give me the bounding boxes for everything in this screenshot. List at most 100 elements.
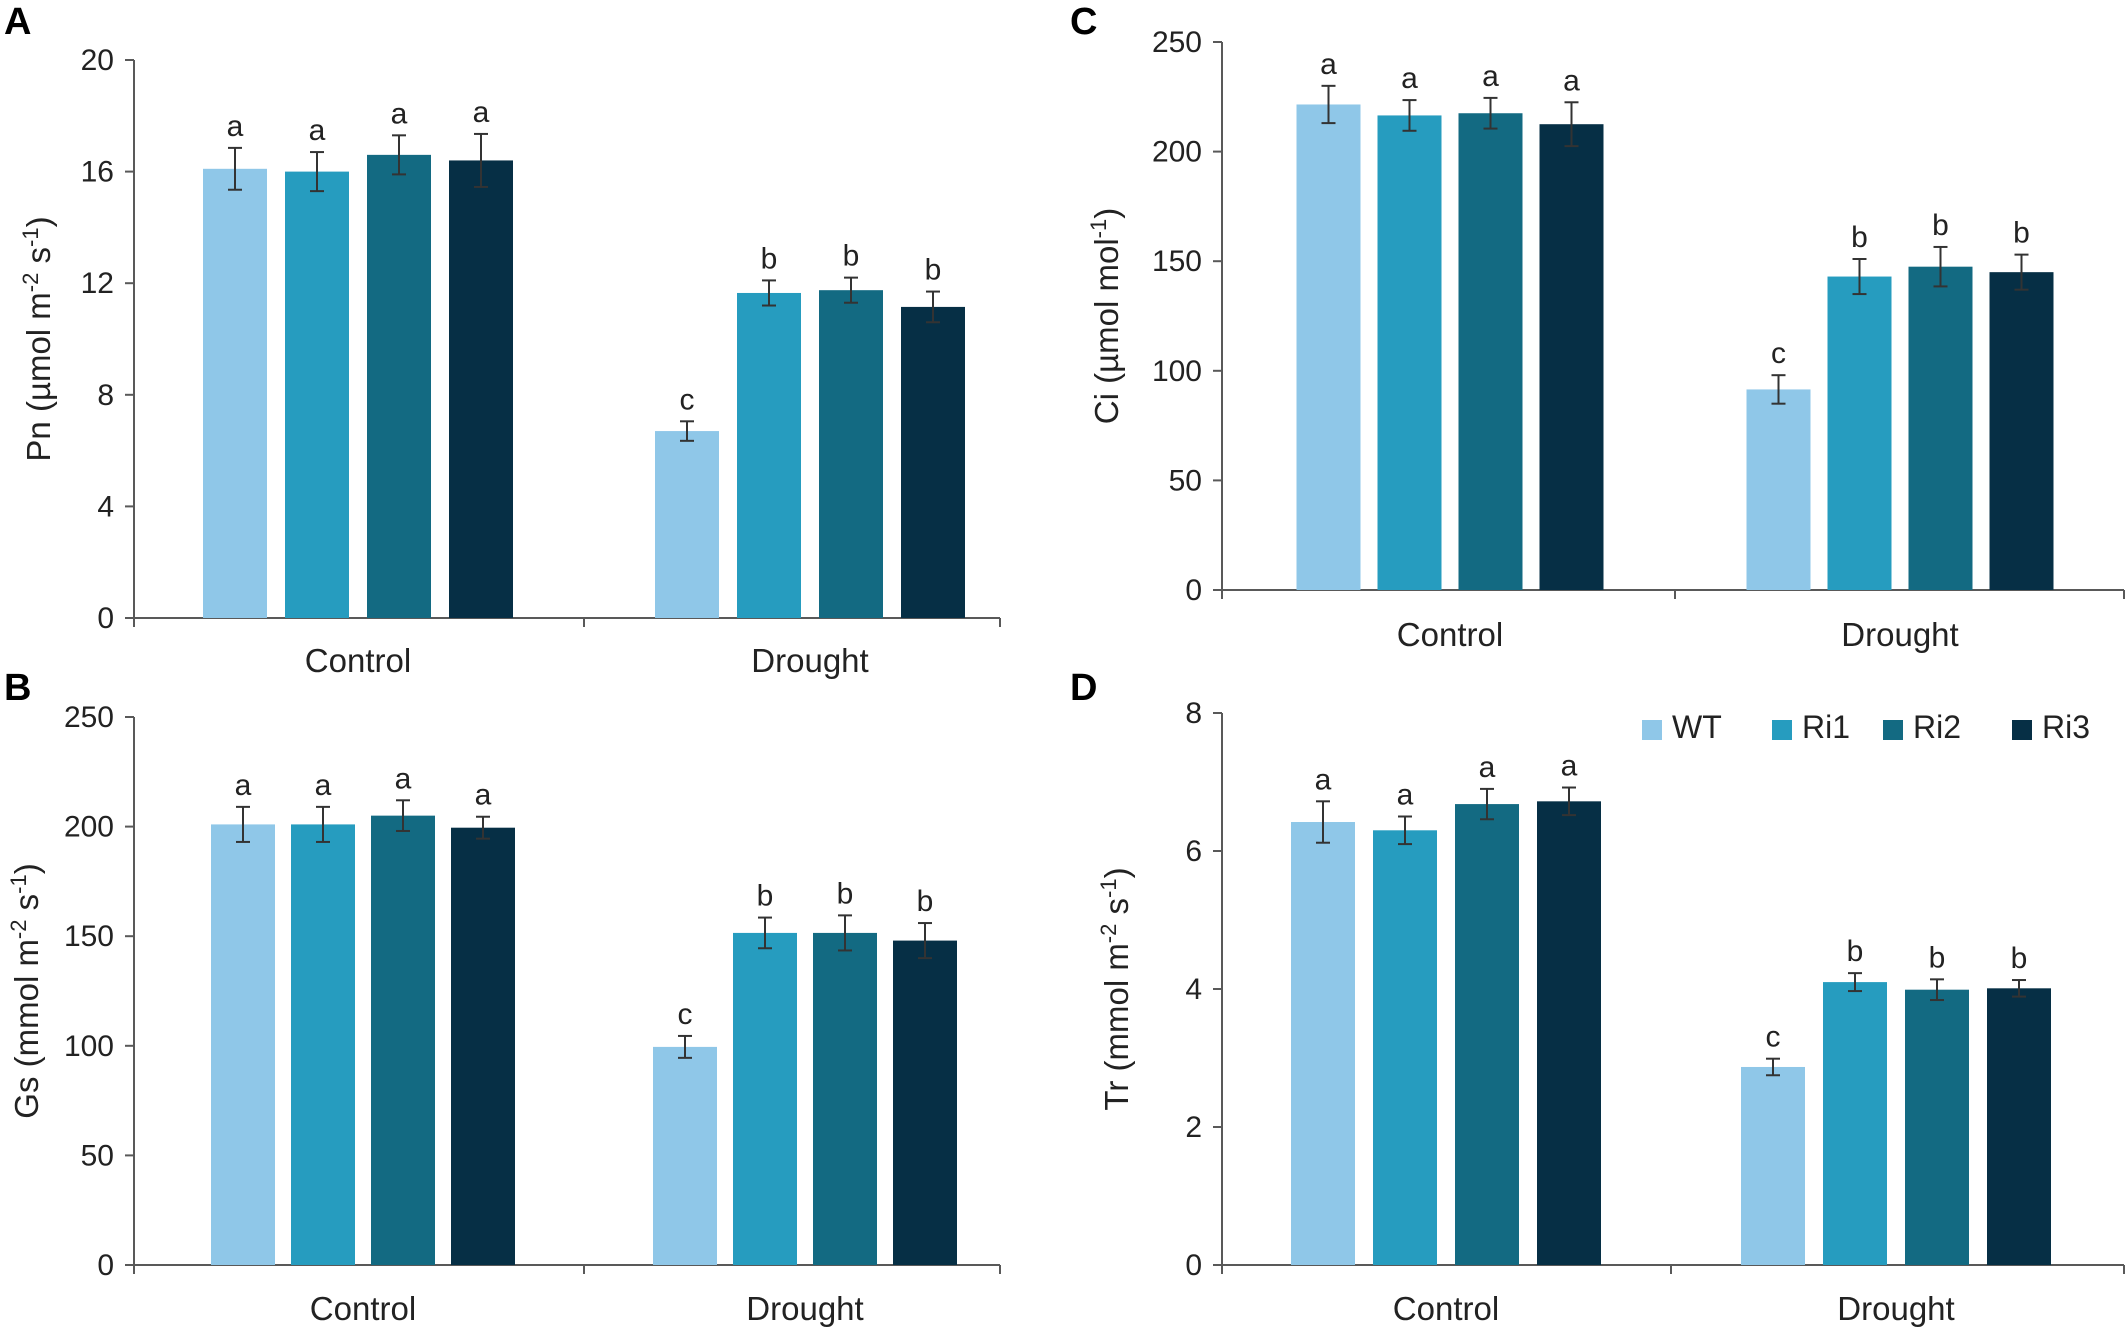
significance-letter: b bbox=[917, 885, 934, 918]
significance-letter: b bbox=[1847, 935, 1864, 968]
x-category-label: Drought bbox=[746, 1290, 863, 1327]
significance-letter: a bbox=[1320, 48, 1337, 81]
bar-ri1-control bbox=[285, 171, 349, 618]
bar-wt-drought bbox=[655, 431, 719, 618]
significance-letter: b bbox=[1932, 209, 1949, 242]
y-tick-label: 200 bbox=[1152, 136, 1202, 169]
significance-letter: a bbox=[1561, 750, 1578, 783]
panel-label: A bbox=[4, 1, 31, 43]
significance-letter: a bbox=[475, 779, 492, 812]
bar-wt-drought bbox=[653, 1046, 717, 1265]
significance-letter: c bbox=[680, 383, 695, 416]
significance-letter: a bbox=[1315, 763, 1332, 796]
bar-ri3-control bbox=[451, 827, 515, 1265]
y-tick-label: 100 bbox=[1152, 355, 1202, 388]
legend: WT Ri1 Ri2 Ri3 bbox=[1642, 709, 2090, 745]
y-tick-label: 8 bbox=[1185, 697, 1202, 730]
y-axis-label: Tr (mmol m-2 s-1) bbox=[1096, 867, 1136, 1110]
y-axis-label: Ci (µmol mol-1) bbox=[1086, 208, 1126, 424]
bar-wt-control bbox=[1291, 822, 1355, 1265]
significance-letter: a bbox=[315, 769, 332, 802]
bar-ri3-drought bbox=[893, 940, 957, 1265]
legend-label-ri1: Ri1 bbox=[1802, 709, 1850, 745]
bar-ri2-control bbox=[371, 815, 435, 1265]
bar-ri3-control bbox=[449, 160, 513, 618]
y-axis-label: Gs (mmol m-2 s-1) bbox=[6, 863, 46, 1118]
y-tick-label: 0 bbox=[97, 602, 114, 635]
bar-ri2-drought bbox=[813, 932, 877, 1265]
bar-ri2-drought bbox=[819, 290, 883, 618]
significance-letter: b bbox=[843, 240, 860, 273]
significance-letter: c bbox=[678, 998, 693, 1031]
bar-wt-control bbox=[211, 824, 275, 1265]
bar-ri2-drought bbox=[1908, 266, 1973, 590]
bar-ri1-drought bbox=[733, 932, 797, 1265]
bar-ri2-control bbox=[1458, 113, 1523, 591]
bar-ri1-control bbox=[1373, 830, 1437, 1265]
significance-letter: c bbox=[1766, 1021, 1781, 1054]
y-tick-label: 6 bbox=[1185, 835, 1202, 868]
legend-swatch-ri2 bbox=[1883, 720, 1903, 740]
significance-letter: a bbox=[1482, 60, 1499, 93]
bar-ri1-drought bbox=[1823, 982, 1887, 1265]
legend-swatch-wt bbox=[1642, 720, 1662, 740]
significance-letter: b bbox=[1851, 221, 1868, 254]
significance-letter: b bbox=[757, 880, 774, 913]
significance-letter: b bbox=[2013, 217, 2030, 250]
bar-ri3-control bbox=[1539, 124, 1604, 590]
legend-label-ri3: Ri3 bbox=[2042, 709, 2090, 745]
y-tick-label: 0 bbox=[97, 1249, 114, 1282]
significance-letter: c bbox=[1771, 337, 1786, 370]
significance-letter: b bbox=[925, 254, 942, 287]
y-tick-label: 0 bbox=[1185, 574, 1202, 607]
x-category-label: Control bbox=[1393, 1290, 1499, 1327]
y-tick-label: 0 bbox=[1185, 1249, 1202, 1282]
bar-ri3-drought bbox=[901, 306, 965, 618]
bar-wt-control bbox=[1296, 104, 1361, 591]
y-tick-label: 2 bbox=[1185, 1111, 1202, 1144]
y-tick-label: 12 bbox=[81, 267, 114, 300]
bar-ri1-control bbox=[291, 824, 355, 1265]
bar-ri2-drought bbox=[1905, 989, 1969, 1265]
y-tick-label: 200 bbox=[64, 811, 114, 844]
significance-letter: b bbox=[2011, 942, 2028, 975]
bar-ri2-control bbox=[1455, 804, 1519, 1265]
y-axis-label: Pn (µmol m-2 s-1) bbox=[18, 216, 58, 461]
chart-panel-D: D 0 2 4 6 8 Control Drought Tr (mmol m-2 s-1) a a a… bbox=[1070, 667, 2125, 1327]
significance-letter: a bbox=[1563, 64, 1580, 97]
y-tick-label: 50 bbox=[1169, 464, 1202, 497]
x-category-label: Drought bbox=[751, 642, 868, 679]
y-tick-label: 4 bbox=[97, 490, 114, 523]
y-tick-label: 20 bbox=[81, 44, 114, 77]
y-tick-label: 16 bbox=[81, 156, 114, 189]
chart-panel-B: B 0 50 100 150 200 250 Control Drought Gs (mmol m… bbox=[4, 667, 1001, 1327]
significance-letter: a bbox=[1397, 779, 1414, 812]
y-tick-label: 4 bbox=[1185, 973, 1202, 1006]
chart-panel-C: C 0 50 100 150 200 250 Control Drought Ci (µmol m… bbox=[1070, 1, 2125, 653]
bar-wt-control bbox=[203, 168, 267, 618]
x-category-label: Drought bbox=[1841, 616, 1958, 653]
significance-letter: a bbox=[391, 97, 408, 130]
panel-label: D bbox=[1070, 667, 1097, 709]
legend-swatch-ri3 bbox=[2012, 720, 2032, 740]
significance-letter: b bbox=[761, 242, 778, 275]
bar-ri1-control bbox=[1377, 115, 1442, 590]
y-tick-label: 250 bbox=[64, 701, 114, 734]
bar-ri2-control bbox=[367, 154, 431, 619]
legend-swatch-ri1 bbox=[1772, 720, 1792, 740]
bar-ri3-drought bbox=[1989, 272, 2054, 590]
significance-letter: a bbox=[227, 110, 244, 143]
bar-ri1-drought bbox=[737, 292, 801, 618]
significance-letter: a bbox=[395, 762, 412, 795]
significance-letter: a bbox=[309, 114, 326, 147]
y-tick-label: 150 bbox=[1152, 245, 1202, 278]
x-category-label: Control bbox=[1397, 616, 1503, 653]
significance-letter: b bbox=[837, 877, 854, 910]
significance-letter: a bbox=[235, 769, 252, 802]
legend-label-wt: WT bbox=[1672, 709, 1722, 745]
panel-label: C bbox=[1070, 1, 1097, 43]
x-category-label: Control bbox=[305, 642, 411, 679]
significance-letter: a bbox=[473, 96, 490, 129]
chart-panel-A: A 0 4 8 12 16 20 Control Drought Pn (µmol m-2 s-1… bbox=[4, 1, 1001, 679]
